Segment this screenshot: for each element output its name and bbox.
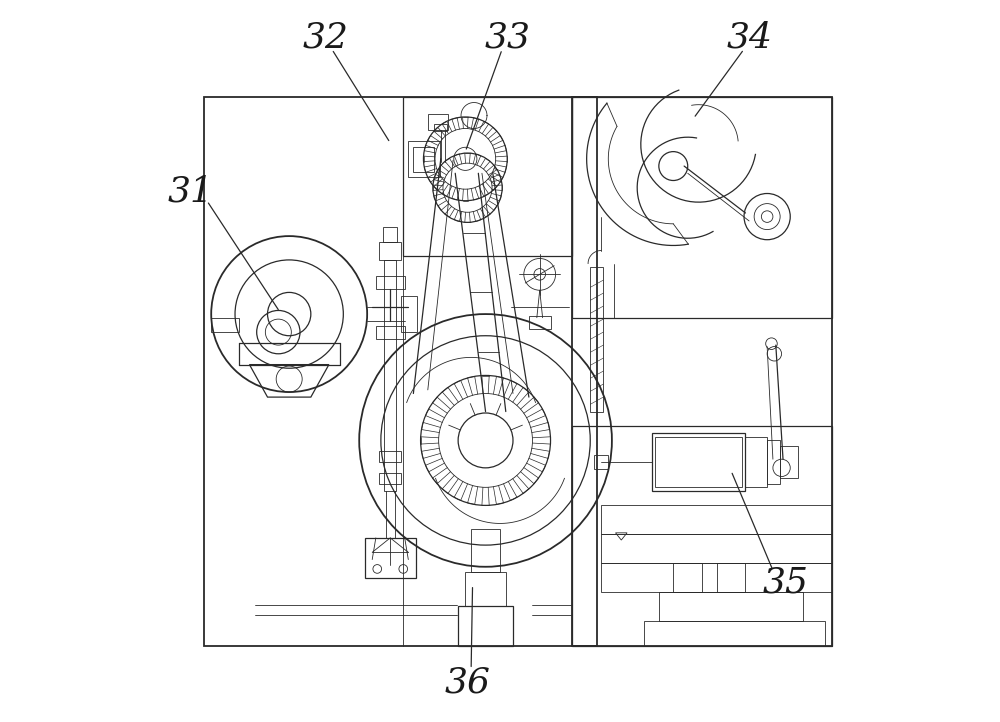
Bar — [379, 242, 401, 260]
Bar — [403, 97, 572, 256]
Bar — [572, 426, 832, 646]
Bar — [644, 621, 825, 646]
Bar — [211, 318, 239, 332]
Bar — [379, 473, 401, 484]
Bar — [572, 97, 832, 646]
Bar — [365, 538, 416, 578]
Bar — [601, 505, 832, 534]
Bar — [655, 437, 742, 487]
Bar — [673, 563, 702, 592]
Bar — [780, 446, 798, 478]
Bar — [745, 437, 767, 487]
Bar — [379, 451, 401, 462]
Bar — [652, 433, 745, 491]
Bar — [384, 260, 396, 491]
Bar — [471, 529, 500, 572]
Bar — [428, 114, 448, 130]
Bar — [376, 276, 405, 289]
Bar — [376, 326, 405, 339]
Bar — [717, 563, 745, 592]
Bar — [601, 563, 832, 592]
Bar — [413, 147, 434, 172]
Text: 31: 31 — [168, 174, 214, 209]
Bar — [767, 440, 780, 484]
Bar — [408, 141, 440, 177]
Text: 32: 32 — [302, 20, 348, 55]
Bar — [601, 534, 832, 563]
Bar — [465, 572, 506, 606]
Text: 34: 34 — [726, 20, 772, 55]
Bar — [590, 267, 603, 412]
Bar — [434, 124, 447, 131]
Bar — [572, 97, 832, 318]
Bar — [594, 455, 608, 469]
Bar — [458, 606, 513, 646]
Bar — [204, 97, 597, 646]
Text: 35: 35 — [763, 565, 809, 600]
Bar — [529, 316, 551, 329]
Bar — [383, 227, 397, 242]
Text: 36: 36 — [445, 665, 491, 700]
Text: 33: 33 — [484, 20, 530, 55]
Bar — [401, 296, 417, 332]
Bar — [659, 592, 803, 621]
